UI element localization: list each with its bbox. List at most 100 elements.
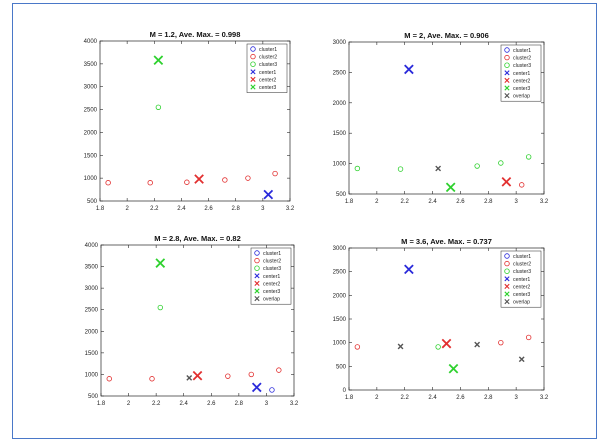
y-tick-label: 500 — [87, 199, 98, 205]
marker-stroke — [501, 177, 512, 187]
legend-label-cluster3: cluster3 — [513, 269, 531, 275]
x-tick-label: 2 — [127, 401, 131, 407]
y-tick-label: 1500 — [333, 131, 347, 137]
legend-label-overlap: overlap — [513, 300, 530, 306]
point-center3 — [153, 55, 164, 66]
legend-label-cluster3: cluster3 — [259, 62, 277, 68]
x-tick-label: 2.8 — [235, 401, 244, 407]
y-tick-label: 500 — [88, 394, 99, 400]
point-cluster3 — [157, 304, 163, 311]
legend-label-center2: center2 — [513, 284, 530, 290]
point-cluster3 — [397, 166, 404, 172]
point-cluster2 — [498, 339, 504, 346]
x-tick-label: 2.8 — [484, 395, 493, 401]
point-center1 — [251, 382, 262, 393]
point-cluster2 — [519, 182, 525, 188]
y-tick-label: 1500 — [333, 317, 347, 323]
point-overlap — [397, 343, 404, 350]
x-tick-label: 2.8 — [484, 199, 493, 205]
y-tick-label: 3500 — [84, 62, 98, 68]
y-tick-label: 3500 — [85, 265, 99, 271]
legend-marker-center2 — [250, 76, 256, 82]
marker-stroke — [397, 343, 404, 350]
x-tick-label: 2.4 — [180, 401, 189, 407]
point-cluster2 — [272, 170, 278, 177]
point-cluster3 — [435, 344, 441, 350]
y-tick-label: 500 — [336, 192, 347, 198]
marker-stroke — [504, 291, 510, 297]
marker-stroke — [155, 258, 166, 268]
x-tick-label: 3 — [265, 401, 269, 407]
legend-marker-center1 — [254, 273, 260, 279]
y-tick-label: 2000 — [333, 101, 347, 107]
point-center3 — [155, 258, 166, 268]
y-tick-label: 3000 — [333, 246, 347, 252]
x-tick-label: 2.4 — [428, 395, 437, 401]
y-tick-label: 3000 — [333, 40, 347, 46]
legend-marker-center1 — [250, 69, 256, 75]
subplot-title: M = 2.8, Ave. Max. = 0.82 — [154, 234, 241, 243]
point-overlap — [474, 341, 481, 348]
legend-marker-cluster3 — [504, 62, 510, 68]
point-cluster2 — [248, 371, 254, 378]
y-tick-label: 2500 — [85, 308, 99, 314]
legend-marker-cluster2 — [250, 53, 256, 60]
legend-marker-cluster3 — [504, 268, 510, 274]
marker-stroke — [504, 299, 510, 305]
y-tick-label: 3000 — [85, 286, 99, 292]
legend-label-center3: center3 — [513, 86, 530, 92]
marker-stroke — [254, 280, 260, 286]
subplot-title: M = 1.2, Ave. Max. = 0.998 — [150, 30, 241, 39]
subplot-title: M = 3.6, Ave. Max. = 0.737 — [401, 237, 492, 246]
point-cluster2 — [276, 367, 282, 373]
marker-stroke — [250, 76, 256, 82]
marker-stroke — [441, 338, 452, 349]
legend-marker-center3 — [504, 85, 510, 91]
point-cluster2 — [225, 373, 231, 379]
y-tick-label: 0 — [343, 388, 347, 394]
legend-label-center1: center1 — [513, 71, 530, 77]
marker-stroke — [153, 55, 164, 66]
x-tick-label: 3.2 — [540, 199, 549, 205]
legend-marker-cluster2 — [254, 257, 260, 264]
marker-stroke — [186, 374, 193, 381]
legend-marker-center3 — [254, 288, 260, 294]
x-tick-label: 3 — [514, 395, 518, 401]
y-tick-label: 2500 — [333, 270, 347, 276]
marker-stroke — [504, 70, 510, 76]
x-tick-label: 2.6 — [204, 206, 213, 212]
x-tick-label: 2.4 — [177, 206, 186, 212]
legend-label-cluster2: cluster2 — [259, 55, 277, 61]
x-tick-label: 2.6 — [207, 401, 216, 407]
legend-label-center2: center2 — [259, 77, 276, 83]
legend-marker-center2 — [254, 280, 260, 286]
x-tick-label: 1.8 — [345, 199, 354, 205]
y-tick-label: 4000 — [84, 39, 98, 45]
legend-marker-cluster2 — [504, 260, 510, 267]
y-tick-label: 1000 — [333, 162, 347, 168]
legend-label-center2: center2 — [263, 281, 280, 287]
legend-label-cluster3: cluster3 — [263, 266, 281, 272]
x-tick-label: 1.8 — [97, 401, 106, 407]
legend-label-overlap: overlap — [263, 297, 280, 303]
y-tick-label: 3000 — [84, 85, 98, 91]
legend-label-cluster2: cluster2 — [513, 56, 531, 62]
subplot-4: M = 3.6, Ave. Max. = 0.737 1.8 2 2.2 2.4 2.6 2… — [333, 237, 549, 401]
legend-label-center1: center1 — [263, 274, 280, 280]
point-cluster2 — [222, 177, 228, 183]
point-center1 — [404, 64, 414, 75]
marker-stroke — [445, 182, 456, 193]
subplot-title: M = 2, Ave. Max. = 0.906 — [404, 31, 489, 40]
point-center2 — [501, 177, 512, 187]
legend-label-cluster1: cluster1 — [263, 251, 281, 257]
x-tick-label: 2 — [375, 395, 379, 401]
x-tick-label: 2.2 — [401, 199, 410, 205]
marker-stroke — [254, 273, 260, 279]
legend-marker-center2 — [504, 283, 510, 289]
legend-marker-cluster2 — [504, 54, 510, 61]
point-cluster2 — [354, 344, 361, 350]
y-tick-label: 1500 — [85, 351, 99, 357]
point-overlap — [435, 165, 442, 172]
x-tick-label: 3.2 — [540, 395, 549, 401]
